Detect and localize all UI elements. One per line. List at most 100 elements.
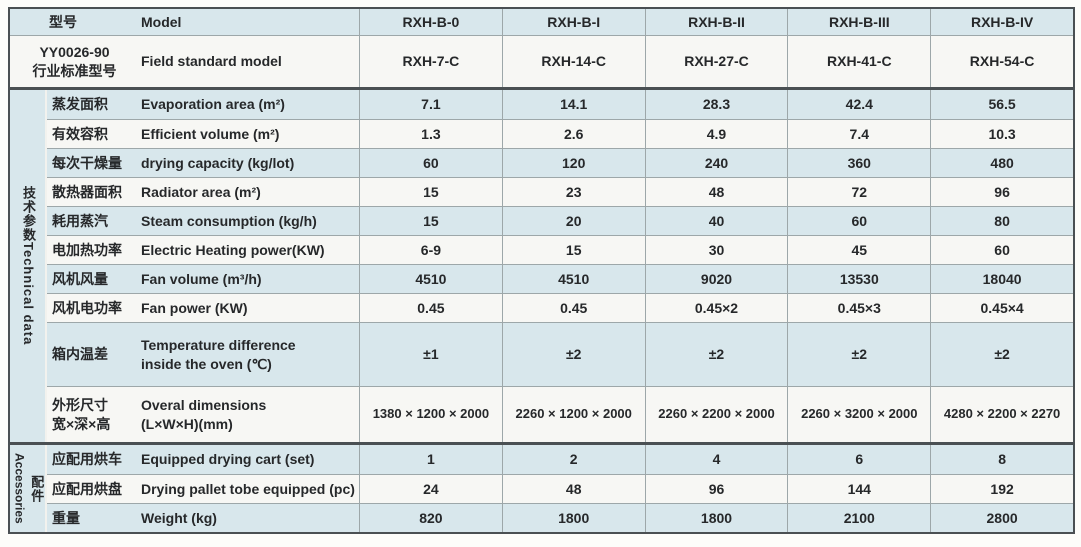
spec-value: ±2 — [787, 322, 931, 386]
spec-value: 0.45×2 — [644, 293, 788, 322]
col-header: RXH-41-C — [787, 35, 931, 87]
spec-value: 0.45 — [501, 293, 645, 322]
spec-value: 24 — [359, 474, 502, 503]
row-label-en: Equipped drying cart (set) — [139, 445, 359, 474]
spec-value: 72 — [787, 177, 931, 206]
spec-value: 1800 — [644, 503, 788, 532]
row-label-en: Overal dimensions (L×W×H)(mm) — [139, 386, 359, 442]
standard-label-cn: 行业标准型号 — [32, 62, 117, 79]
header-standard-en: Field standard model — [139, 35, 359, 87]
spec-value: 1.3 — [359, 119, 502, 148]
col-header: RXH-B-0 — [359, 9, 502, 35]
spec-value: 56.5 — [930, 90, 1073, 119]
row-label-en: Evaporation area (m²) — [139, 90, 359, 119]
spec-value: 2260 × 3200 × 2000 — [787, 386, 931, 442]
section-label-accessories: Accessories 配件 — [10, 445, 47, 532]
row-label-cn-line2: 宽×深×高 — [52, 415, 111, 432]
spec-value: 15 — [359, 177, 502, 206]
spec-value: 48 — [501, 474, 645, 503]
spec-value: 144 — [787, 474, 931, 503]
row-label-en-line1: Overal dimensions — [141, 397, 267, 414]
col-header: RXH-B-IV — [930, 9, 1073, 35]
spec-value: ±2 — [644, 322, 788, 386]
row-label-en: Temperature difference inside the oven (… — [139, 322, 359, 386]
row-label-en-line2: inside the oven (℃) — [141, 355, 272, 372]
spec-value: 4510 — [501, 264, 645, 293]
row-label-cn: 耗用蒸汽 — [47, 206, 139, 235]
spec-value: 1380 × 1200 × 2000 — [359, 386, 502, 442]
row-label-cn: 风机风量 — [47, 264, 139, 293]
spec-value: 0.45 — [359, 293, 502, 322]
spec-value: 6 — [787, 445, 931, 474]
row-label-cn: 电加热功率 — [47, 235, 139, 264]
spec-value: 8 — [930, 445, 1073, 474]
section-label-technical-cn: 技术参数 — [20, 186, 36, 243]
spec-value: 15 — [501, 235, 645, 264]
spec-value: 30 — [644, 235, 788, 264]
spec-value: ±1 — [359, 322, 502, 386]
row-label-en: Radiator area (m²) — [139, 177, 359, 206]
row-label-cn: 风机电功率 — [47, 293, 139, 322]
spec-value: 20 — [501, 206, 645, 235]
spec-value: 14.1 — [501, 90, 645, 119]
header-standard-cn: YY0026-90 行业标准型号 — [10, 35, 139, 87]
row-label-cn: 应配用烘盘 — [47, 474, 139, 503]
spec-value: 4280 × 2200 × 2270 — [930, 386, 1073, 442]
col-header: RXH-7-C — [359, 35, 502, 87]
row-label-en: Steam consumption (kg/h) — [139, 206, 359, 235]
col-header: RXH-B-I — [501, 9, 645, 35]
section-label-accessories-cn: 配件 — [29, 474, 45, 503]
col-header: RXH-54-C — [930, 35, 1073, 87]
row-label-en: Electric Heating power(KW) — [139, 235, 359, 264]
section-label-technical: 技术参数Technical data — [10, 90, 47, 442]
spec-value: 4510 — [359, 264, 502, 293]
spec-value: 96 — [930, 177, 1073, 206]
section-label-accessories-en: Accessories — [12, 453, 27, 524]
spec-value: 45 — [787, 235, 931, 264]
row-label-cn: 每次干燥量 — [47, 148, 139, 177]
spec-value: 60 — [359, 148, 502, 177]
spec-value: 1 — [359, 445, 502, 474]
spec-value: ±2 — [501, 322, 645, 386]
spec-value: 7.4 — [787, 119, 931, 148]
row-label-en-line2: (L×W×H)(mm) — [141, 415, 233, 432]
spec-value: 9020 — [644, 264, 788, 293]
spec-value: 28.3 — [644, 90, 788, 119]
spec-value: 96 — [644, 474, 788, 503]
spec-value: 120 — [501, 148, 645, 177]
row-label-cn: 外形尺寸 宽×深×高 — [47, 386, 139, 442]
row-label-cn: 有效容积 — [47, 119, 139, 148]
section-divider — [10, 442, 1073, 445]
col-header: RXH-B-III — [787, 9, 931, 35]
spec-value: 4.9 — [644, 119, 788, 148]
row-label-cn: 蒸发面积 — [47, 90, 139, 119]
spec-value: 13530 — [787, 264, 931, 293]
header-model-en: Model — [139, 9, 359, 35]
row-label-cn-line1: 外形尺寸 — [52, 397, 108, 414]
spec-value: 80 — [930, 206, 1073, 235]
row-label-cn: 应配用烘车 — [47, 445, 139, 474]
spec-value: 15 — [359, 206, 502, 235]
col-header: RXH-27-C — [644, 35, 788, 87]
spec-value: 480 — [930, 148, 1073, 177]
spec-value: 6-9 — [359, 235, 502, 264]
spec-value: 0.45×3 — [787, 293, 931, 322]
row-label-cn: 散热器面积 — [47, 177, 139, 206]
section-label-technical-en: Technical data — [20, 242, 36, 346]
spec-value: 40 — [644, 206, 788, 235]
spec-value: 1800 — [501, 503, 645, 532]
spec-value: 2260 × 2200 × 2000 — [644, 386, 788, 442]
spec-value: 2260 × 1200 × 2000 — [501, 386, 645, 442]
header-model-cn: 型号 — [10, 9, 139, 35]
spec-table: 型号 Model RXH-B-0 RXH-B-I RXH-B-II RXH-B-… — [8, 7, 1075, 534]
row-label-cn: 重量 — [47, 503, 139, 532]
spec-value: 360 — [787, 148, 931, 177]
spec-value: 48 — [644, 177, 788, 206]
row-label-en-line1: Temperature difference — [141, 337, 296, 354]
spec-value: 10.3 — [930, 119, 1073, 148]
row-label-en: Drying pallet tobe equipped (pc) — [139, 474, 359, 503]
spec-value: 7.1 — [359, 90, 502, 119]
standard-code: YY0026-90 — [39, 44, 110, 61]
row-label-en: Fan volume (m³/h) — [139, 264, 359, 293]
spec-value: 4 — [644, 445, 788, 474]
